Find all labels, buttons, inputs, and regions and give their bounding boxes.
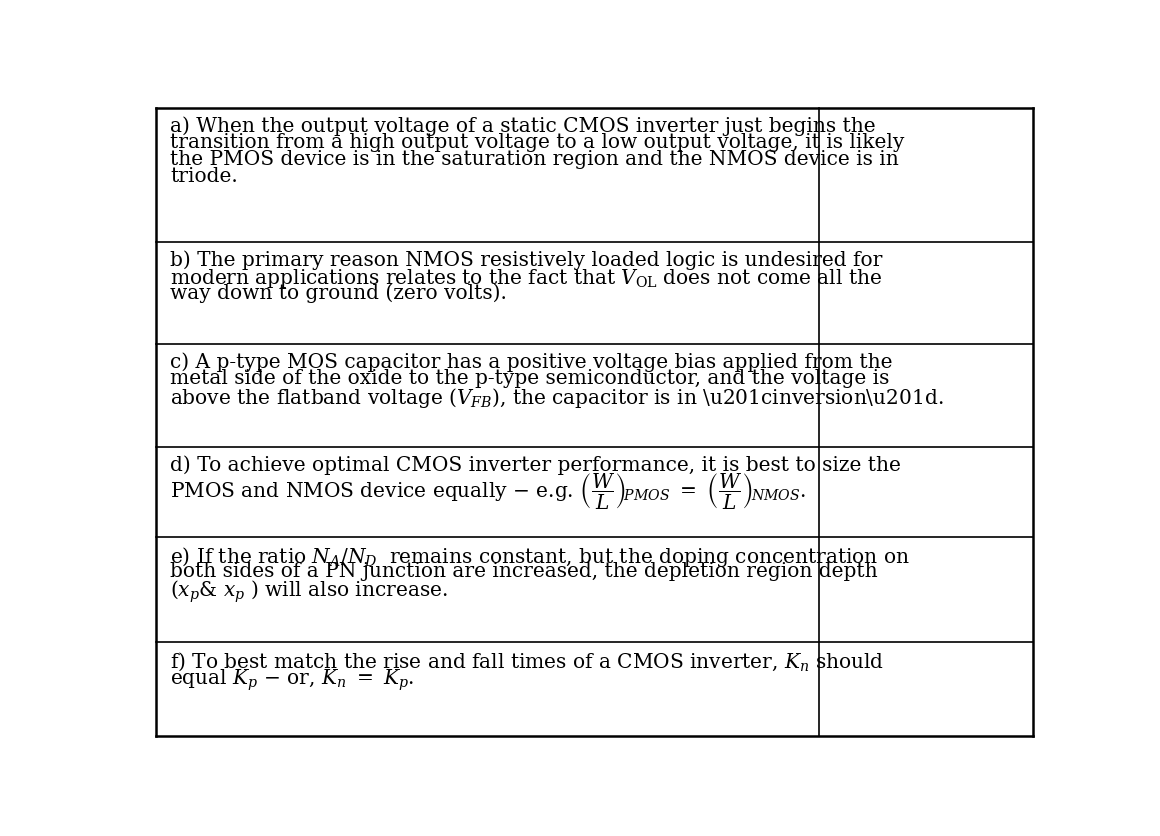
Text: PMOS and NMOS device equally $-$ e.g. $\left(\dfrac{W}{L}\right)_{\!PMOS}\ =\ \l: PMOS and NMOS device equally $-$ e.g. $\… [171, 472, 806, 512]
Text: equal $K_p$ $-$ or, $K_n\ =\ K_p$.: equal $K_p$ $-$ or, $K_n\ =\ K_p$. [171, 667, 414, 693]
Text: triode.: triode. [171, 166, 238, 186]
Text: way down to ground (zero volts).: way down to ground (zero volts). [171, 283, 507, 303]
Text: e) If the ratio $N_A/N_D$  remains constant, but the doping concentration on: e) If the ratio $N_A/N_D$ remains consta… [171, 545, 909, 568]
Text: f) To best match the rise and fall times of a CMOS inverter, $K_n$ should: f) To best match the rise and fall times… [171, 650, 884, 673]
Text: transition from a high output voltage to a low output voltage, it is likely: transition from a high output voltage to… [171, 133, 905, 152]
Text: above the flatband voltage ($V_{FB}$), the capacitor is in \u201cinversion\u201d: above the flatband voltage ($V_{FB}$), t… [171, 386, 944, 410]
Text: both sides of a PN junction are increased, the depletion region depth: both sides of a PN junction are increase… [171, 562, 878, 581]
Text: $(x_p$& $x_p$ ) will also increase.: $(x_p$& $x_p$ ) will also increase. [171, 579, 448, 605]
Text: modern applications relates to the fact that $V_{\mathrm{OL}}$ does not come all: modern applications relates to the fact … [171, 267, 883, 290]
Text: d) To achieve optimal CMOS inverter performance, it is best to size the: d) To achieve optimal CMOS inverter perf… [171, 455, 901, 475]
Text: metal side of the oxide to the p-type semiconductor, and the voltage is: metal side of the oxide to the p-type se… [171, 370, 890, 389]
Text: c) A p-type MOS capacitor has a positive voltage bias applied from the: c) A p-type MOS capacitor has a positive… [171, 353, 893, 372]
Text: a) When the output voltage of a static CMOS inverter just begins the: a) When the output voltage of a static C… [171, 116, 876, 136]
Text: the PMOS device is in the saturation region and the NMOS device is in: the PMOS device is in the saturation reg… [171, 150, 899, 169]
Text: b) The primary reason NMOS resistively loaded logic is undesired for: b) The primary reason NMOS resistively l… [171, 250, 883, 270]
